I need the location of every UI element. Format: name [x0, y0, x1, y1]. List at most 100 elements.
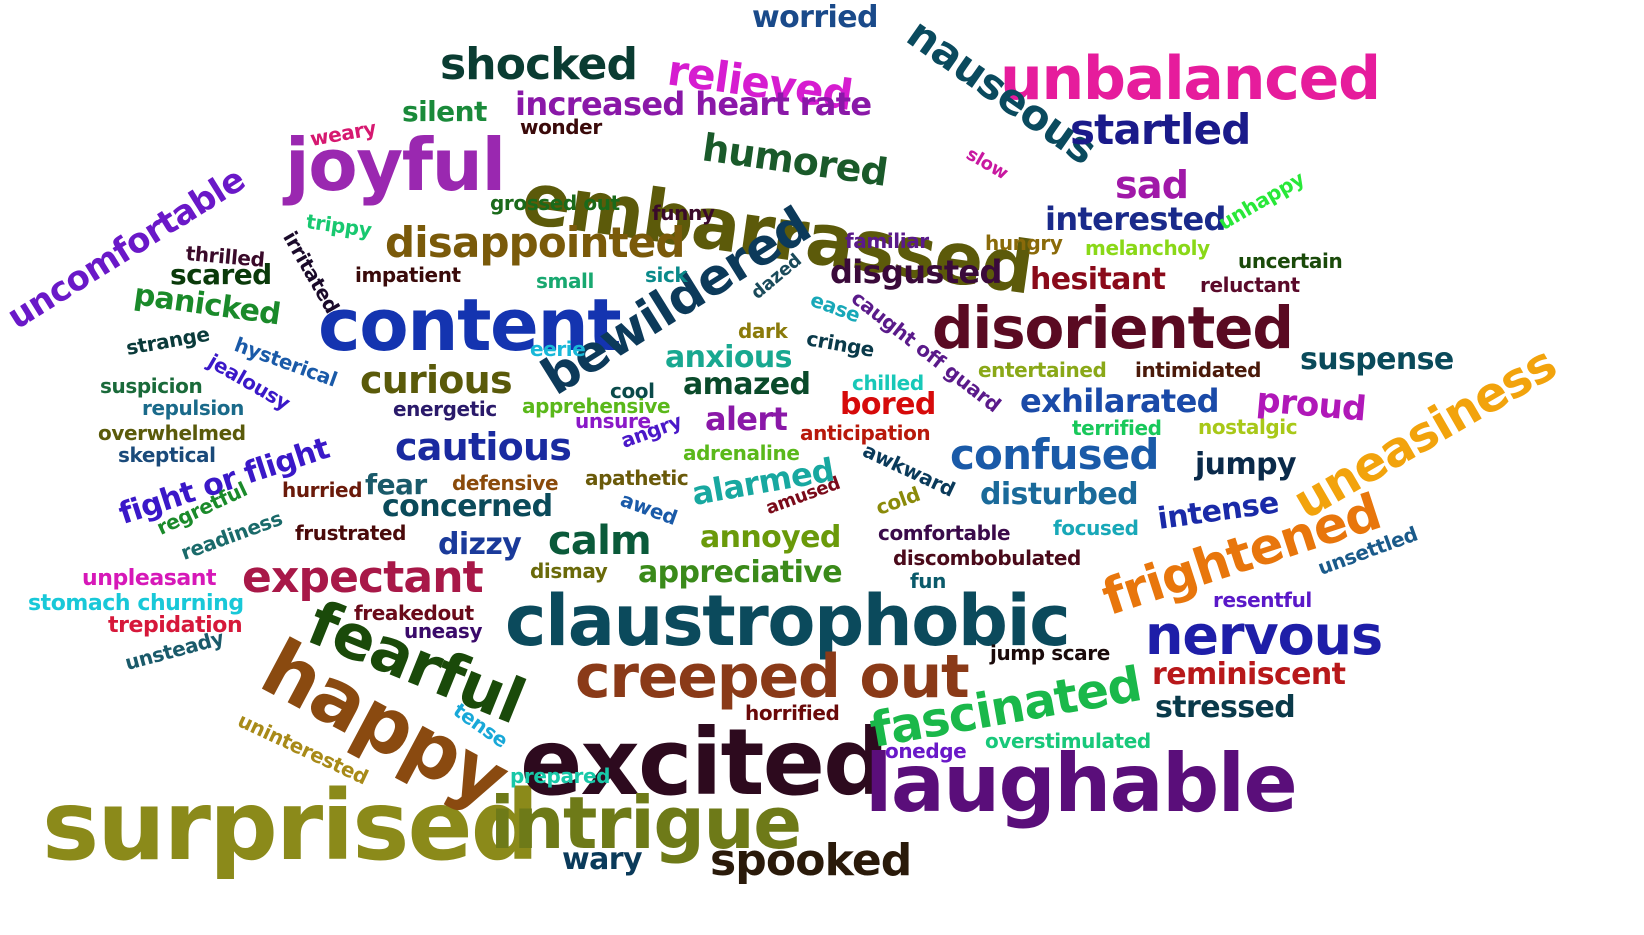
word: interested	[1045, 199, 1226, 238]
word: apprehensive	[522, 394, 671, 418]
word: chilled	[852, 371, 924, 395]
word: claustrophobic	[505, 579, 1071, 662]
word: intimidated	[1135, 358, 1262, 382]
word: increased heart rate	[515, 84, 872, 123]
word: disoriented	[932, 293, 1294, 362]
word: frustrated	[295, 521, 407, 545]
word: impatient	[355, 263, 461, 287]
word: discombobulated	[893, 546, 1081, 570]
word: humored	[699, 125, 891, 195]
word: suspicion	[100, 374, 203, 398]
word: grossed out	[490, 191, 620, 215]
word: repulsion	[142, 396, 244, 420]
word: cringe	[804, 326, 877, 362]
word: calm	[548, 518, 652, 564]
word: thrilled	[184, 241, 266, 272]
word: creeped out	[575, 642, 970, 712]
word: apathetic	[585, 466, 689, 490]
word: curious	[360, 357, 513, 402]
word: joyful	[285, 122, 506, 207]
word: anticipation	[800, 421, 931, 445]
word: disgusted	[830, 252, 1002, 291]
word: cold	[872, 481, 924, 520]
word: unhappy	[1214, 166, 1309, 235]
word: nostalgic	[1198, 415, 1298, 439]
word: slow	[962, 143, 1012, 184]
word: confused	[950, 430, 1159, 480]
word: fun	[910, 569, 946, 593]
word: stomach churning	[28, 591, 244, 617]
word: small	[536, 269, 594, 293]
word: familiar	[845, 229, 929, 253]
word: trepidation	[108, 613, 243, 639]
word: hurried	[282, 478, 363, 502]
word: uneasy	[404, 619, 483, 643]
word: energetic	[393, 397, 497, 421]
word: hesitant	[1030, 261, 1166, 297]
word: entertained	[978, 358, 1107, 382]
word: disappointed	[385, 218, 685, 268]
word: reminiscent	[1152, 656, 1346, 692]
word: surprised	[42, 770, 539, 883]
word: jump scare	[990, 641, 1110, 665]
word: expectant	[242, 551, 484, 603]
word: alert	[705, 399, 788, 438]
word: overwhelmed	[98, 421, 246, 445]
word: concerned	[382, 488, 553, 524]
word: freakedout	[354, 601, 474, 625]
word: melancholy	[1085, 236, 1210, 260]
word: disturbed	[980, 476, 1139, 512]
word: cautious	[395, 424, 572, 469]
word: intrigue	[490, 780, 802, 865]
word: laughable	[865, 737, 1298, 830]
word: uncertain	[1238, 249, 1343, 273]
word: adrenaline	[683, 441, 800, 465]
word: dismay	[530, 559, 608, 583]
word: content	[318, 282, 622, 367]
word: excited	[520, 708, 889, 816]
word: trippy	[304, 209, 373, 243]
word: skeptical	[118, 443, 216, 467]
word: irritated	[278, 227, 345, 318]
word: stressed	[1155, 689, 1296, 725]
word: anxious	[665, 339, 792, 375]
word: amazed	[683, 366, 811, 402]
word: funny	[652, 201, 715, 225]
word: worried	[752, 0, 878, 35]
word: cool	[610, 379, 655, 403]
word: sick	[645, 263, 688, 287]
word: jumpy	[1195, 446, 1297, 482]
word: hungry	[985, 231, 1063, 255]
word: startled	[1070, 105, 1251, 155]
word: comfortable	[878, 521, 1011, 545]
word: nervous	[1145, 604, 1383, 668]
word: unsure	[575, 409, 651, 433]
word: dizzy	[438, 526, 522, 562]
word: overstimulated	[985, 729, 1151, 753]
word: wonder	[520, 115, 602, 139]
word: focused	[1053, 516, 1139, 540]
word: reluctant	[1200, 273, 1300, 297]
word: onedge	[885, 739, 967, 763]
word: silent	[402, 95, 487, 129]
word: suspense	[1300, 341, 1454, 377]
word: shocked	[440, 38, 638, 90]
word: bored	[840, 386, 936, 422]
word: unbalanced	[1000, 44, 1381, 114]
word: dark	[738, 319, 788, 343]
word: horrified	[745, 701, 840, 725]
word: prepared	[510, 764, 611, 788]
word: strange	[124, 321, 212, 360]
word: wary	[562, 841, 643, 877]
word: sad	[1115, 162, 1189, 207]
word: terrified	[1072, 416, 1162, 440]
word: annoyed	[700, 519, 841, 555]
word: defensive	[452, 471, 559, 495]
word: scared	[170, 258, 272, 292]
word: spooked	[710, 834, 912, 886]
word: unpleasant	[82, 566, 217, 592]
word: appreciative	[638, 554, 843, 590]
word: exhilarated	[1020, 381, 1220, 420]
word: fear	[365, 468, 427, 502]
